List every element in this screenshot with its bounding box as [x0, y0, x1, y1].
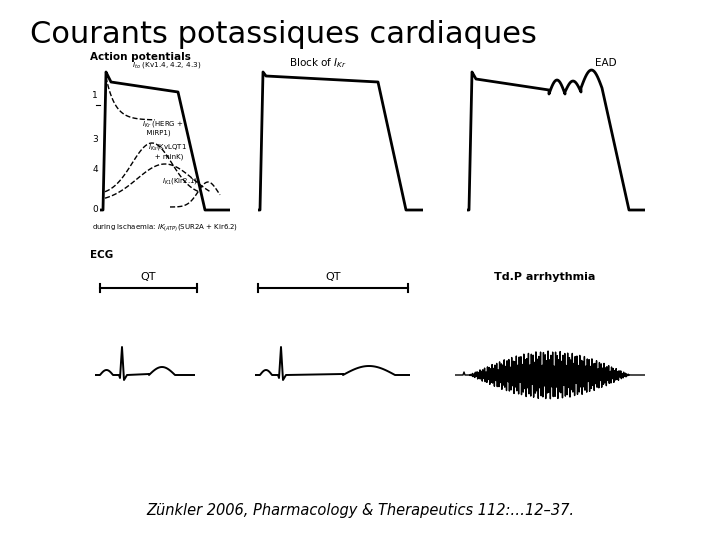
Text: QT: QT: [140, 272, 156, 282]
Text: ECG: ECG: [90, 250, 113, 260]
Text: $I_{Ks}$(KvLQT1
   + minK): $I_{Ks}$(KvLQT1 + minK): [148, 142, 187, 159]
Text: EAD: EAD: [595, 58, 617, 68]
Text: 1: 1: [92, 91, 98, 99]
Text: 0: 0: [92, 206, 98, 214]
Text: Block of $I_{Kr}$: Block of $I_{Kr}$: [289, 56, 347, 70]
Text: Zünkler 2006, Pharmacology & Therapeutics 112:…12–37.: Zünkler 2006, Pharmacology & Therapeutic…: [146, 503, 574, 518]
Text: $I_{K1}$(Kir2.1): $I_{K1}$(Kir2.1): [162, 176, 198, 186]
Text: during Ischaemia: $IK_{(ATP)}$(SUR2A + Kir6.2): during Ischaemia: $IK_{(ATP)}$(SUR2A + K…: [92, 222, 238, 233]
Text: $I_{to}$ (Kv1.4, 4.2, 4.3): $I_{to}$ (Kv1.4, 4.2, 4.3): [132, 59, 201, 70]
Text: Td.P arrhythmia: Td.P arrhythmia: [495, 272, 595, 282]
Text: Courants potassiques cardiaques: Courants potassiques cardiaques: [30, 20, 537, 49]
Text: Action potentials: Action potentials: [90, 52, 191, 62]
Text: QT: QT: [325, 272, 341, 282]
Text: 4: 4: [92, 165, 98, 174]
Text: $I_{Kr}$ (HERG +
  MiRP1): $I_{Kr}$ (HERG + MiRP1): [142, 119, 184, 137]
Text: 3: 3: [92, 136, 98, 145]
